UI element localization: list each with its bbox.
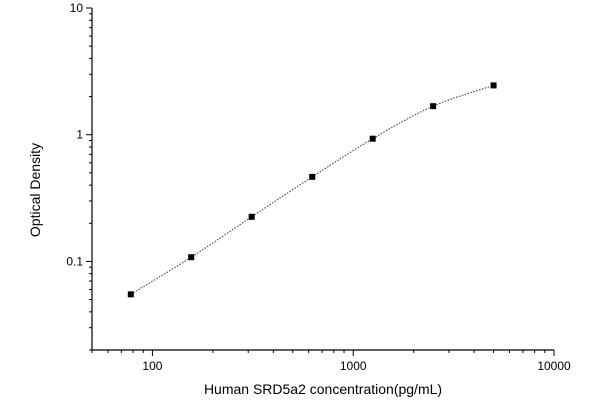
fit-curve-layer bbox=[130, 84, 494, 295]
y-tick-label: 1 bbox=[76, 128, 83, 142]
axes bbox=[91, 8, 554, 351]
ticks: 100 1000 10000 0.1 1 10 bbox=[66, 1, 571, 373]
data-point bbox=[430, 103, 437, 110]
x-tick-label: 1000 bbox=[340, 359, 367, 373]
data-point bbox=[309, 173, 316, 180]
data-point bbox=[369, 135, 376, 142]
y-tick-label: 10 bbox=[70, 1, 84, 15]
y-tick-label: 0.1 bbox=[66, 254, 83, 268]
x-tick-label: 10000 bbox=[537, 359, 571, 373]
data-point bbox=[127, 291, 134, 298]
x-tick-label: 100 bbox=[142, 359, 162, 373]
y-axis-label: Optical Density bbox=[27, 143, 43, 237]
x-axis-label: Human SRD5a2 concentration(pg/mL) bbox=[204, 381, 442, 397]
data-point bbox=[188, 254, 195, 261]
data-point bbox=[248, 213, 255, 220]
fit-curve bbox=[130, 84, 494, 295]
data-points bbox=[127, 82, 497, 298]
data-point bbox=[490, 82, 497, 89]
